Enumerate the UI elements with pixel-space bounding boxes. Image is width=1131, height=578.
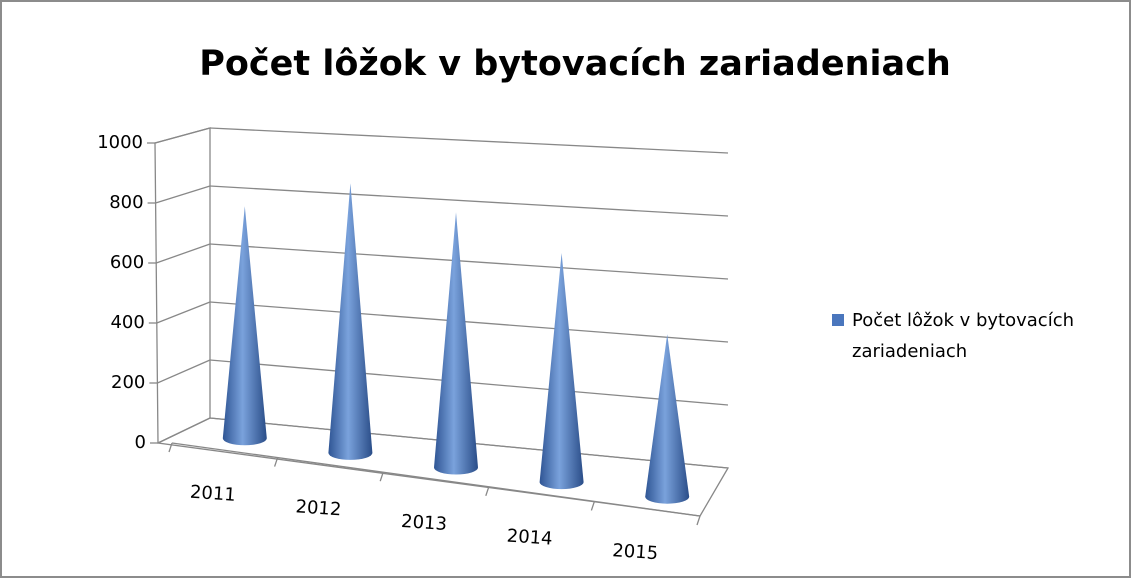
cone — [434, 212, 478, 475]
side-grid-line — [156, 301, 211, 324]
cone — [539, 253, 584, 490]
cone-body — [328, 183, 373, 460]
side-grid-line — [155, 243, 211, 264]
side-grid-line — [157, 417, 211, 444]
cone — [645, 334, 690, 504]
x-tick — [485, 486, 490, 497]
cone-body — [539, 253, 584, 490]
cone-body — [434, 212, 478, 475]
y-tick-label: 800 — [109, 192, 143, 213]
side-grid-line — [154, 127, 211, 144]
x-tick — [273, 457, 279, 467]
x-tick — [379, 471, 384, 482]
chart-title: Počet lôžok v bytovacích zariadeniach — [199, 44, 951, 84]
x-tick — [168, 442, 173, 453]
y-tick-label: 200 — [111, 372, 145, 393]
x-tick-label: 2015 — [612, 540, 659, 564]
side-grid-line — [155, 185, 211, 204]
legend-swatch — [832, 314, 844, 326]
x-tick-label: 2014 — [506, 526, 553, 550]
grid-line — [209, 301, 729, 343]
x-axis — [171, 442, 701, 517]
grid-line — [209, 127, 729, 154]
y-tick-label: 400 — [110, 312, 144, 333]
y-tick-label: 600 — [110, 252, 144, 273]
x-tick — [590, 501, 596, 511]
x-tick-label: 2013 — [400, 511, 447, 535]
cone — [328, 183, 373, 460]
cone-body — [222, 206, 267, 446]
legend-label: Počet lôžok v bytovacích zariadeniach — [852, 310, 1074, 362]
x-tick-label: 2012 — [295, 496, 342, 520]
grid-line — [209, 185, 729, 217]
cone — [222, 206, 267, 446]
cone-body — [645, 334, 690, 504]
side-grid-line — [157, 359, 211, 384]
y-tick-label: 0 — [135, 432, 146, 453]
x-tick-label: 2011 — [189, 482, 236, 506]
x-tick — [696, 515, 701, 526]
y-tick-label: 1000 — [97, 132, 143, 153]
grid-line — [209, 243, 729, 280]
